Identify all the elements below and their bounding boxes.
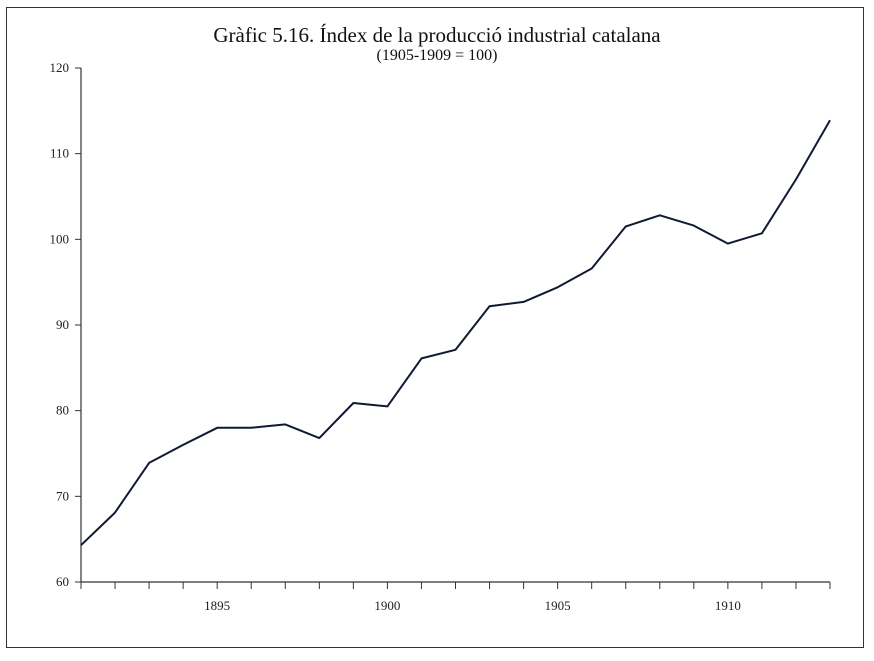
axes [80, 68, 830, 583]
y-tick-label-70: 70 [56, 488, 69, 503]
chart-subtitle: (1905-1909 = 100) [376, 47, 498, 64]
x-tick-label-1895: 1895 [204, 598, 230, 613]
y-tick-label-110: 110 [50, 146, 69, 161]
y-tick-label-90: 90 [56, 317, 69, 332]
chart-frame [6, 7, 864, 648]
series-line-0 [80, 119, 831, 546]
x-tick-label-1910: 1910 [715, 598, 741, 613]
y-tick-label-100: 100 [50, 231, 70, 246]
x-tick-label-1905: 1905 [545, 598, 571, 613]
y-tick-label-80: 80 [56, 403, 69, 418]
series-group [80, 119, 831, 546]
tick-marks [75, 67, 831, 589]
x-tick-label-1900: 1900 [374, 598, 400, 613]
chart-title: Gràfic 5.16. Índex de la producció indus… [213, 23, 661, 47]
y-tick-label-120: 120 [50, 60, 70, 75]
tick-labels: 60 70 80 90 100 110 120 1895 1900 1905 1910 [50, 60, 741, 613]
y-tick-label-60: 60 [56, 574, 69, 589]
